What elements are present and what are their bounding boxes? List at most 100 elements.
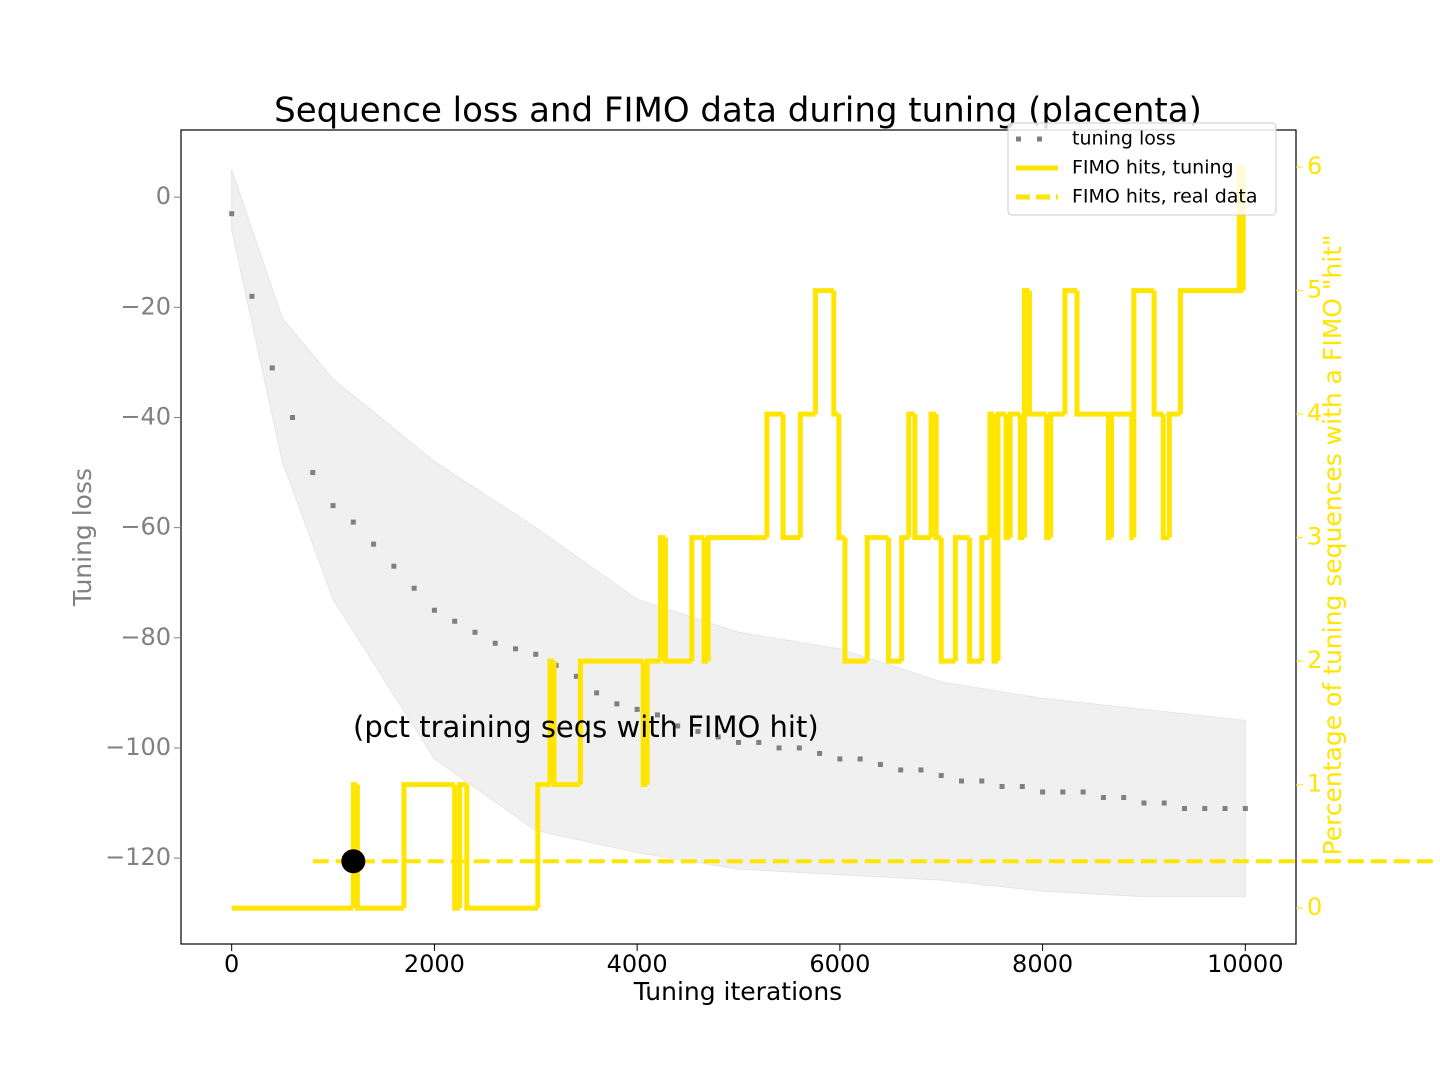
loss-point <box>1060 789 1066 795</box>
step-segment <box>995 411 1007 662</box>
loss-point <box>1121 795 1127 801</box>
y2-tick-label: 2 <box>1307 646 1322 674</box>
legend-label: FIMO hits, real data <box>1072 186 1258 208</box>
step-segment <box>797 411 816 538</box>
step-segment <box>764 411 784 538</box>
step-segment <box>705 535 767 662</box>
step-segment <box>644 658 661 785</box>
step-segment <box>1151 290 1164 417</box>
real-data-marker <box>341 849 366 874</box>
x-tick-label: 0 <box>224 950 239 978</box>
x-tick-label: 6000 <box>809 950 870 978</box>
loss-point <box>918 767 924 773</box>
loss-point <box>1040 789 1046 795</box>
loss-point <box>1182 806 1187 812</box>
loss-point <box>776 745 782 751</box>
loss-point <box>979 778 985 784</box>
step-segment <box>813 288 834 415</box>
y-tick-label: −80 <box>120 623 171 651</box>
loss-point <box>898 767 904 773</box>
loss-point <box>391 563 397 569</box>
loss-point <box>614 701 620 707</box>
loss-point <box>654 712 660 718</box>
y2-tick-label: 6 <box>1307 152 1322 180</box>
step-segment <box>967 537 982 664</box>
loss-point <box>857 756 863 762</box>
loss-point <box>1080 789 1086 795</box>
step-segment <box>886 537 902 664</box>
loss-point <box>756 739 762 745</box>
step-segment <box>663 537 692 664</box>
step-segment <box>551 661 581 788</box>
step-segment <box>1131 288 1155 538</box>
y-tick-label: −60 <box>120 513 171 541</box>
step-segment <box>1166 411 1181 538</box>
step-segment <box>535 782 550 909</box>
y2-axis-label: Percentage of tuning sequences with a FI… <box>1318 235 1347 856</box>
loss-point <box>533 651 539 657</box>
step-segment <box>780 414 801 541</box>
loss-point <box>634 706 640 712</box>
loss-point <box>1222 806 1228 812</box>
step-segment <box>952 535 970 662</box>
y-tick-label: −40 <box>120 402 171 430</box>
y2-tick-label: 4 <box>1307 399 1322 427</box>
step-segment <box>912 414 932 541</box>
loss-point <box>310 470 316 476</box>
step-segment <box>1007 411 1021 538</box>
loss-point <box>1019 783 1025 789</box>
loss-point <box>959 778 964 784</box>
step-segment <box>689 535 705 662</box>
loss-point <box>371 541 377 547</box>
y2-tick-label: 3 <box>1307 523 1322 551</box>
annotation: (pct training seqs with FIMO hit) <box>353 710 819 744</box>
step-segment <box>938 537 956 664</box>
loss-point <box>249 293 255 299</box>
step-segment <box>464 784 538 911</box>
step-segment <box>979 535 990 662</box>
step-segment <box>401 782 455 909</box>
loss-point <box>736 739 741 745</box>
step-segment <box>1109 411 1132 538</box>
y2-tick-label: 0 <box>1307 893 1322 921</box>
step-segment <box>1048 411 1065 538</box>
step-segment <box>864 535 889 662</box>
step-segment <box>1074 290 1109 417</box>
step-segment <box>842 537 868 664</box>
x-tick-label: 8000 <box>1012 950 1073 978</box>
step-segment <box>577 658 644 785</box>
x-tick-label: 10000 <box>1207 950 1283 978</box>
step-segment <box>1177 288 1240 415</box>
loss-point <box>452 618 458 624</box>
loss-point <box>877 761 883 767</box>
step-segment <box>1062 288 1078 415</box>
y-tick-label: −120 <box>105 843 171 871</box>
loss-point <box>1161 800 1167 806</box>
loss-point <box>695 728 701 734</box>
loss-point <box>938 772 944 778</box>
y2-tick-label: 5 <box>1307 276 1322 304</box>
loss-point <box>229 211 235 217</box>
legend-label: tuning loss <box>1072 128 1176 150</box>
loss-point <box>1242 806 1248 812</box>
step-segment <box>1026 290 1047 417</box>
loss-point <box>492 640 498 646</box>
loss-point <box>290 414 295 420</box>
y-tick-label: 0 <box>156 182 171 210</box>
loss-point <box>431 607 437 613</box>
x-tick-label: 4000 <box>607 950 668 978</box>
loss-point <box>573 673 579 679</box>
legend-label: FIMO hits, tuning <box>1072 157 1234 179</box>
loss-point <box>330 503 336 509</box>
legend-box <box>1007 122 1277 216</box>
loss-point <box>472 629 478 635</box>
plot-frame <box>180 129 1297 945</box>
loss-point <box>796 745 802 751</box>
x-tick-label: 2000 <box>404 950 465 978</box>
y-axis-label: Tuning loss <box>68 468 97 607</box>
x-axis-label: Tuning iterations <box>633 977 842 1006</box>
y-tick-label: −100 <box>105 733 171 761</box>
loss-point <box>513 646 518 652</box>
loss-point <box>715 734 721 740</box>
